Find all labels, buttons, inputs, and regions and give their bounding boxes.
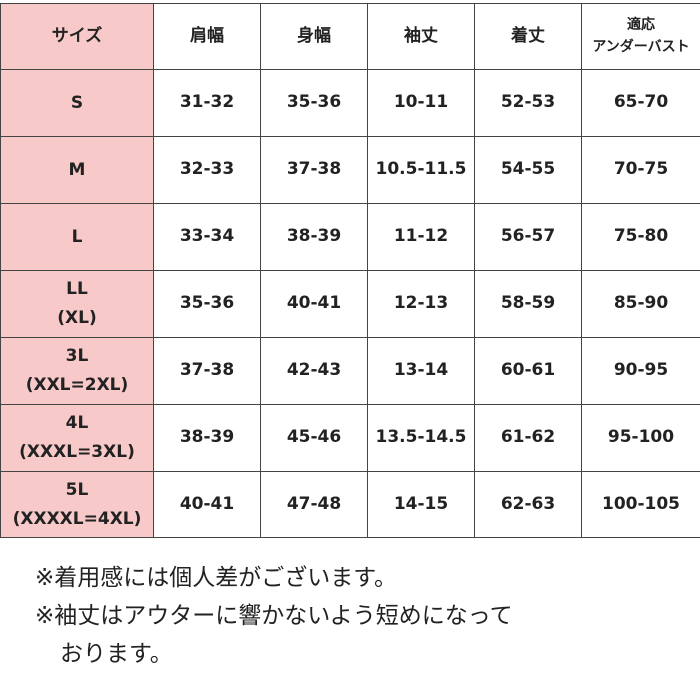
table-row: L 33-34 38-39 11-12 56-57 75-80 (0, 203, 700, 271)
header-length: 着丈 (474, 3, 582, 70)
length-cell: 61-62 (474, 404, 582, 472)
size-cell: 5L (XXXXL=4XL) (0, 471, 154, 538)
size-cell: 4L (XXXL=3XL) (0, 404, 154, 472)
header-sleeve: 袖丈 (367, 3, 475, 70)
header-chest: 身幅 (260, 3, 368, 70)
underbust-cell: 90-95 (581, 337, 700, 405)
length-cell: 56-57 (474, 203, 582, 271)
size-cell: LL (XL) (0, 270, 154, 338)
shoulder-cell: 31-32 (153, 69, 261, 137)
sleeve-cell: 13-14 (367, 337, 475, 405)
length-cell: 60-61 (474, 337, 582, 405)
shoulder-cell: 32-33 (153, 136, 261, 204)
size-alias-label: (XXXL=3XL) (19, 442, 135, 462)
length-cell: 52-53 (474, 69, 582, 137)
header-underbust-line1: 適応 (627, 16, 655, 33)
size-label: M (68, 159, 86, 180)
length-cell: 58-59 (474, 270, 582, 338)
chest-cell: 47-48 (260, 471, 368, 538)
header-underbust-line2: アンダーバスト (592, 38, 690, 55)
size-chart-table: サイズ 肩幅 身幅 袖丈 着丈 適応 アンダーバスト S 31-32 35-36 10… (0, 3, 700, 538)
header-underbust: 適応 アンダーバスト (581, 3, 700, 70)
size-cell: L (0, 203, 154, 271)
sleeve-cell: 10-11 (367, 69, 475, 137)
header-size: サイズ (0, 3, 154, 70)
note-fit: ※着用感には個人差がございます。 (35, 565, 397, 591)
underbust-cell: 100-105 (581, 471, 700, 538)
sleeve-cell: 11-12 (367, 203, 475, 271)
underbust-cell: 70-75 (581, 136, 700, 204)
sleeve-cell: 13.5-14.5 (367, 404, 475, 472)
table-body: S 31-32 35-36 10-11 52-53 65-70 M 32-33 37-38 10.… (0, 69, 700, 538)
table-row: 4L (XXXL=3XL) 38-39 45-46 13.5-14.5 61-62 95-1… (0, 404, 700, 472)
shoulder-cell: 38-39 (153, 404, 261, 472)
chest-cell: 35-36 (260, 69, 368, 137)
size-label: 3L (65, 346, 89, 367)
chest-cell: 42-43 (260, 337, 368, 405)
table-header-row: サイズ 肩幅 身幅 袖丈 着丈 適応 アンダーバスト (0, 3, 700, 70)
length-cell: 62-63 (474, 471, 582, 538)
sleeve-cell: 10.5-11.5 (367, 136, 475, 204)
underbust-cell: 95-100 (581, 404, 700, 472)
shoulder-cell: 33-34 (153, 203, 261, 271)
table-row: 5L (XXXXL=4XL) 40-41 47-48 14-15 62-63 100-105 (0, 471, 700, 538)
size-label: LL (66, 279, 88, 300)
shoulder-cell: 35-36 (153, 270, 261, 338)
size-label: S (70, 92, 84, 113)
shoulder-cell: 37-38 (153, 337, 261, 405)
header-shoulder: 肩幅 (153, 3, 261, 70)
length-cell: 54-55 (474, 136, 582, 204)
underbust-cell: 75-80 (581, 203, 700, 271)
underbust-cell: 65-70 (581, 69, 700, 137)
size-cell: 3L (XXL=2XL) (0, 337, 154, 405)
size-label: L (71, 226, 83, 247)
underbust-cell: 85-90 (581, 270, 700, 338)
size-label: 4L (65, 413, 89, 434)
chest-cell: 45-46 (260, 404, 368, 472)
table-row: 3L (XXL=2XL) 37-38 42-43 13-14 60-61 90-95 (0, 337, 700, 405)
shoulder-cell: 40-41 (153, 471, 261, 538)
note-sleeve-line1: ※袖丈はアウターに響かないよう短めになって (35, 603, 513, 629)
table-row: S 31-32 35-36 10-11 52-53 65-70 (0, 69, 700, 137)
size-label: 5L (65, 479, 89, 500)
size-cell: S (0, 69, 154, 137)
table-row: LL (XL) 35-36 40-41 12-13 58-59 85-90 (0, 270, 700, 338)
sleeve-cell: 12-13 (367, 270, 475, 338)
size-alias-label: (XXL=2XL) (25, 375, 129, 395)
size-alias-label: (XL) (57, 308, 97, 328)
chest-cell: 38-39 (260, 203, 368, 271)
size-alias-label: (XXXXL=4XL) (12, 508, 142, 529)
size-cell: M (0, 136, 154, 204)
chest-cell: 40-41 (260, 270, 368, 338)
sleeve-cell: 14-15 (367, 471, 475, 538)
notes: ※着用感には個人差がございます。 ※袖丈はアウターに響かないよう短めになって お… (35, 559, 695, 673)
table-row: M 32-33 37-38 10.5-11.5 54-55 70-75 (0, 136, 700, 204)
note-sleeve-line2: おります。 (60, 641, 173, 667)
chest-cell: 37-38 (260, 136, 368, 204)
